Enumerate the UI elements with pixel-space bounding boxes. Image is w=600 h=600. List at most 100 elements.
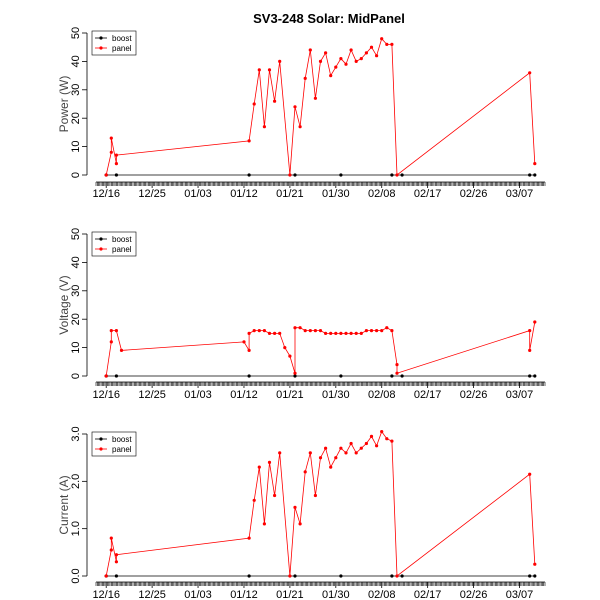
x-minor-ticks bbox=[95, 382, 546, 386]
data-point bbox=[293, 173, 297, 177]
x-tick-label: 02/08 bbox=[368, 589, 396, 600]
x-tick-label: 01/30 bbox=[322, 589, 350, 600]
data-point bbox=[257, 68, 261, 72]
data-point bbox=[293, 371, 297, 375]
data-point bbox=[385, 42, 389, 47]
data-point bbox=[390, 374, 394, 378]
data-point bbox=[293, 326, 297, 330]
data-point bbox=[344, 451, 348, 455]
x-tick-label: 02/26 bbox=[460, 589, 488, 600]
x-tick-label: 01/03 bbox=[184, 389, 212, 401]
series-panel bbox=[104, 320, 537, 378]
data-point bbox=[114, 560, 118, 564]
y-axis-label: Voltage (V) bbox=[57, 275, 71, 334]
y-tick-label: 0 bbox=[70, 172, 82, 178]
y-tick-label: 10 bbox=[70, 140, 82, 152]
data-point bbox=[369, 329, 374, 333]
data-point bbox=[528, 374, 532, 378]
data-point bbox=[278, 451, 282, 455]
data-point bbox=[359, 446, 363, 450]
data-point bbox=[267, 68, 272, 72]
data-point bbox=[278, 331, 282, 335]
data-point bbox=[339, 446, 343, 450]
y-axis-label: Power (W) bbox=[57, 76, 71, 133]
x-tick-label: 02/26 bbox=[460, 389, 488, 401]
y-tick-label: 30 bbox=[70, 84, 82, 96]
y-tick-label: 10 bbox=[70, 341, 82, 353]
x-tick-label: 01/12 bbox=[230, 389, 258, 401]
data-point bbox=[298, 522, 302, 526]
data-point bbox=[528, 574, 532, 578]
data-point bbox=[298, 125, 302, 129]
data-point bbox=[375, 444, 379, 448]
x-tick-label: 01/30 bbox=[322, 188, 350, 200]
data-point bbox=[400, 173, 404, 177]
data-point bbox=[385, 326, 389, 330]
data-point bbox=[324, 51, 328, 55]
data-point bbox=[267, 460, 272, 464]
data-point bbox=[329, 331, 333, 335]
data-point bbox=[252, 498, 256, 502]
x-tick-label: 03/07 bbox=[506, 389, 534, 401]
data-point bbox=[114, 153, 118, 157]
data-point bbox=[252, 102, 256, 106]
data-point bbox=[354, 451, 358, 455]
series-boost bbox=[104, 173, 537, 177]
data-point bbox=[349, 331, 353, 335]
x-tick-label: 01/12 bbox=[230, 188, 258, 200]
data-point bbox=[114, 329, 118, 333]
data-point bbox=[267, 331, 272, 335]
data-point bbox=[385, 437, 389, 441]
data-point bbox=[308, 451, 312, 455]
data-point bbox=[104, 173, 108, 177]
x-tick-label: 01/12 bbox=[230, 589, 258, 600]
y-tick-label: 20 bbox=[70, 313, 82, 325]
legend-entry-panel: panel bbox=[112, 245, 132, 254]
data-point bbox=[400, 374, 404, 378]
data-point bbox=[369, 45, 374, 49]
data-point bbox=[329, 465, 333, 469]
data-point bbox=[273, 99, 277, 103]
data-point bbox=[288, 354, 292, 358]
data-point bbox=[303, 76, 307, 80]
data-point bbox=[109, 340, 113, 344]
data-point bbox=[390, 329, 394, 333]
series-boost bbox=[104, 574, 537, 578]
y-tick-label: 0.0 bbox=[70, 568, 82, 583]
data-point bbox=[533, 574, 537, 578]
legend-marker bbox=[99, 46, 103, 50]
data-point bbox=[339, 57, 343, 61]
x-tick-label: 01/30 bbox=[322, 389, 350, 401]
data-point bbox=[109, 329, 113, 333]
data-point bbox=[528, 348, 532, 352]
y-tick-label: 20 bbox=[70, 112, 82, 124]
data-point bbox=[318, 59, 323, 64]
x-tick-label: 02/17 bbox=[414, 589, 442, 600]
data-point bbox=[364, 441, 368, 446]
y-tick-label: 2.0 bbox=[70, 474, 82, 489]
x-tick-label: 02/17 bbox=[414, 389, 442, 401]
y-axis: 0.0 1.0 2.0 3.0 Current (A) bbox=[57, 426, 88, 584]
legend-marker bbox=[99, 247, 103, 251]
data-point bbox=[313, 96, 317, 100]
data-point bbox=[247, 348, 251, 352]
x-tick-label: 03/07 bbox=[506, 188, 534, 200]
x-tick-label: 01/21 bbox=[276, 389, 304, 401]
series-panel bbox=[104, 430, 537, 578]
data-point bbox=[242, 340, 246, 344]
data-point bbox=[293, 105, 297, 109]
x-tick-label: 03/07 bbox=[506, 589, 534, 600]
data-point bbox=[293, 374, 297, 378]
data-point bbox=[364, 329, 368, 333]
data-point bbox=[313, 493, 317, 498]
y-axis: 0 10 20 30 40 50 Voltage (V) bbox=[57, 228, 88, 379]
data-point bbox=[262, 329, 266, 333]
series-panel bbox=[104, 37, 537, 177]
series-line bbox=[105, 37, 536, 176]
data-point bbox=[533, 162, 537, 166]
data-point bbox=[257, 329, 261, 333]
data-point bbox=[318, 329, 323, 333]
data-point bbox=[293, 574, 297, 578]
